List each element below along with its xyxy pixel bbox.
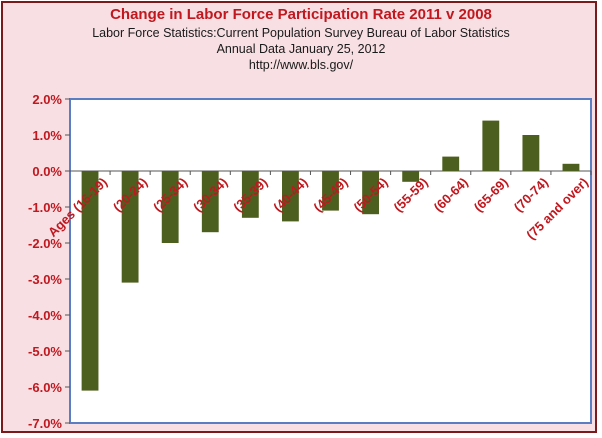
bar xyxy=(201,171,219,233)
bar xyxy=(522,135,540,171)
y-tick-label: -6.0% xyxy=(28,380,62,395)
y-tick-label: -7.0% xyxy=(28,416,62,431)
y-tick-label: -4.0% xyxy=(28,308,62,323)
chart-subtitle-date: Annual Data January 25, 2012 xyxy=(216,42,386,56)
y-tick-label: -3.0% xyxy=(28,272,62,287)
y-tick-label: -1.0% xyxy=(28,200,62,215)
bar xyxy=(282,171,299,222)
bar xyxy=(241,171,259,218)
y-tick-label: -5.0% xyxy=(28,344,62,359)
bar xyxy=(362,171,379,215)
plot-area xyxy=(69,98,592,424)
bar xyxy=(161,171,179,243)
bar xyxy=(121,171,139,283)
chart-subtitle-url: http://www.bls.gov/ xyxy=(248,58,354,72)
bar xyxy=(562,163,580,171)
bar xyxy=(442,156,460,171)
bar xyxy=(322,171,339,211)
chart-subtitle-source: Labor Force Statistics:Current Populatio… xyxy=(92,26,510,40)
y-tick-label: 2.0% xyxy=(32,92,62,107)
y-tick-label: -2.0% xyxy=(28,236,62,251)
bar xyxy=(402,171,420,182)
bar xyxy=(81,171,99,391)
y-tick-label: 0.0% xyxy=(32,164,62,179)
bar xyxy=(482,120,500,171)
chart-title: Change in Labor Force Participation Rate… xyxy=(110,6,492,23)
y-tick-label: 1.0% xyxy=(32,128,62,143)
